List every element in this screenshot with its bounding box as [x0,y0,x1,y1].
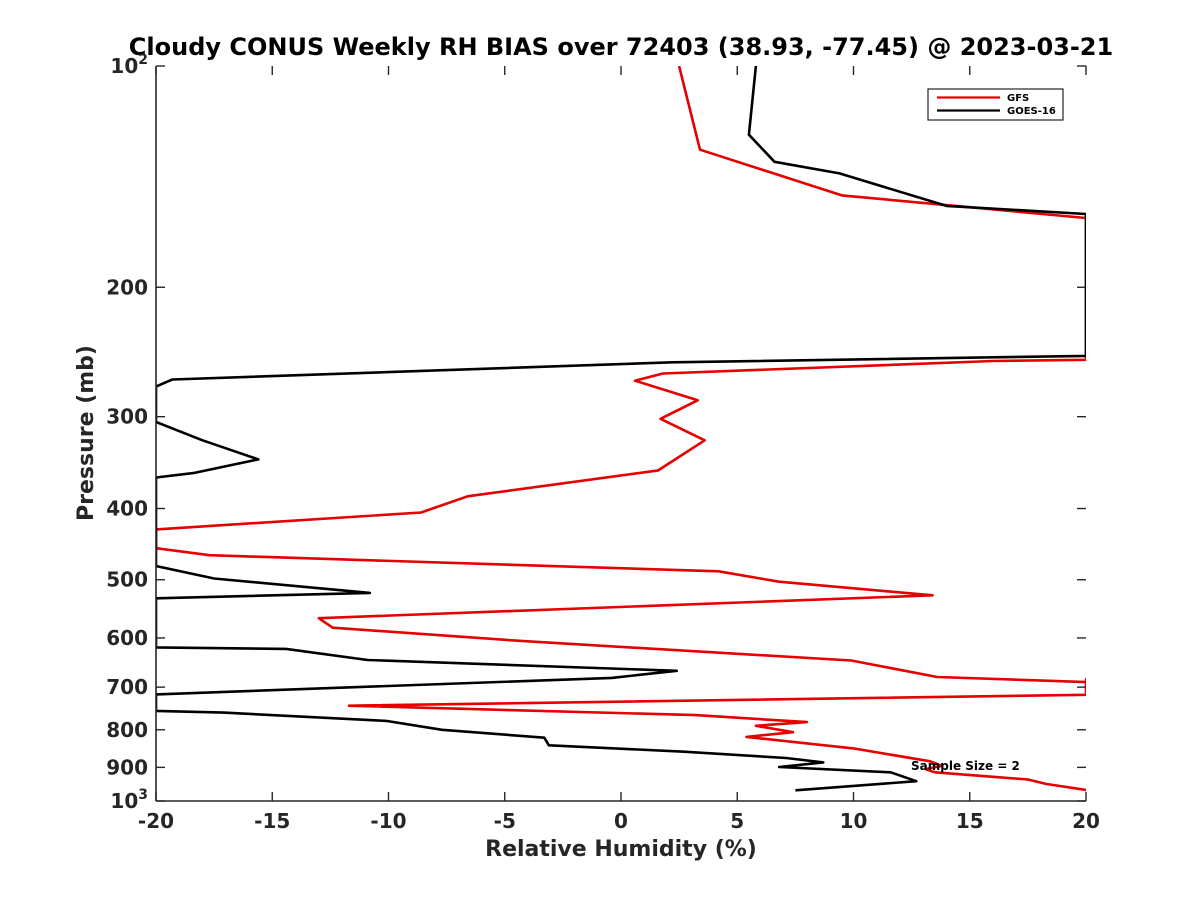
y-tick-label: 700 [106,675,148,699]
y-tick-label: 500 [106,568,148,592]
y-tick-label: 300 [106,405,148,429]
y-tick-label: 400 [106,497,148,521]
x-tick-label: -15 [254,809,290,833]
x-tick-label: 0 [614,809,628,833]
y-tick-label: 600 [106,626,148,650]
x-axis-label: Relative Humidity (%) [485,837,757,862]
series-line-gfs [156,66,1086,792]
legend-box [927,88,1064,121]
series-layer [156,66,1086,792]
sample-size-annotation: Sample Size = 2 [911,759,1020,773]
y-tick-label: 200 [106,275,148,299]
chart-title: Cloudy CONUS Weekly RH BIAS over 72403 (… [129,33,1113,61]
x-tick-label: -20 [138,809,174,833]
legend: GFS GOES-16 [927,88,1064,121]
y-ticks: 102 200 300 400 500 600 700 800 900 103 [106,52,1086,813]
y-tick-label: 102 [110,52,148,78]
y-axis-label: Pressure (mb) [74,345,99,521]
series-line-goes-16 [156,66,1086,792]
x-tick-label: 10 [840,809,868,833]
x-tick-label: -10 [370,809,406,833]
legend-label-gfs: GFS [1007,93,1029,104]
x-tick-label: 15 [956,809,984,833]
y-tick-label: 900 [106,755,148,779]
y-tick-label: 800 [106,718,148,742]
plot-area [156,66,1086,801]
x-ticks: -20 -15 -10 -5 0 5 10 15 20 [138,66,1100,833]
x-tick-label: 5 [730,809,744,833]
x-tick-label: 20 [1072,809,1100,833]
legend-label-goes-16: GOES-16 [1007,106,1056,117]
y-tick-label: 103 [110,787,148,813]
x-tick-label: -5 [494,809,516,833]
